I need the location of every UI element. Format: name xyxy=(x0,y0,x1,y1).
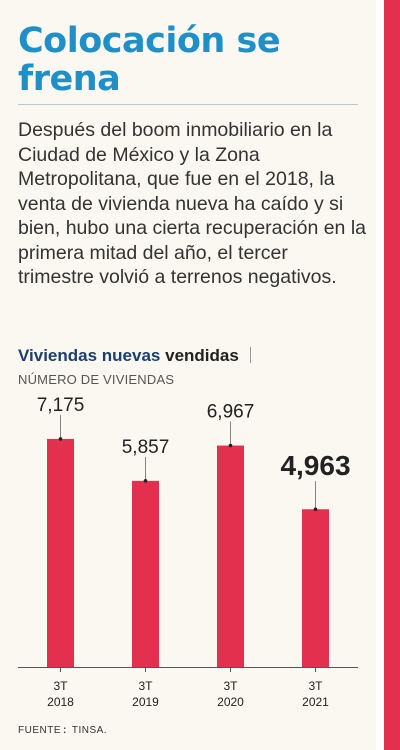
x-tick-label: 2020 xyxy=(217,695,244,709)
x-tick-label: 3T xyxy=(138,679,153,693)
bar xyxy=(302,509,329,667)
accent-side-bar xyxy=(384,0,400,750)
value-dot xyxy=(313,507,318,512)
data-label-highlighted: 4,963 xyxy=(280,450,350,481)
x-tick-label: 3T xyxy=(223,679,238,693)
source-separator: : xyxy=(63,725,67,736)
data-label: 6,967 xyxy=(207,402,255,423)
chart-title: Viviendas nuevas vendidas xyxy=(18,345,368,367)
intro-paragraph: Después del boom inmobiliario en la Ciud… xyxy=(18,119,366,288)
x-tick-label: 3T xyxy=(53,679,68,693)
chart-title-primary: Viviendas nuevas xyxy=(18,346,161,365)
source-name: TINSA xyxy=(71,725,104,736)
x-tick-label: 2019 xyxy=(132,695,159,709)
value-dot xyxy=(58,437,63,441)
headline: Colocación se frena xyxy=(18,21,281,99)
headline-divider xyxy=(18,104,358,105)
data-label: 5,857 xyxy=(122,437,170,458)
source-label: FUENTE xyxy=(18,725,61,736)
value-dot xyxy=(143,479,148,483)
bar xyxy=(132,480,159,667)
source-end: . xyxy=(103,725,108,736)
bar xyxy=(217,445,244,667)
chart-subtitle: NÚMERO DE VIVIENDAS xyxy=(18,372,175,387)
x-tick-label: 2018 xyxy=(47,695,74,709)
chart-title-separator xyxy=(249,347,251,363)
source-note: FUENTE: TINSA. xyxy=(18,725,107,736)
bar xyxy=(47,438,74,667)
value-dot xyxy=(228,443,233,448)
data-label: 7,175 xyxy=(37,395,85,416)
chart-title-secondary: vendidas xyxy=(165,346,239,365)
x-tick-label: 3T xyxy=(308,679,323,693)
bar-chart: 7,175 3T 2018 5,857 3T 2019 6,967 3T 2020 4,963 3T… xyxy=(18,395,358,709)
x-tick-label: 2021 xyxy=(302,695,329,709)
